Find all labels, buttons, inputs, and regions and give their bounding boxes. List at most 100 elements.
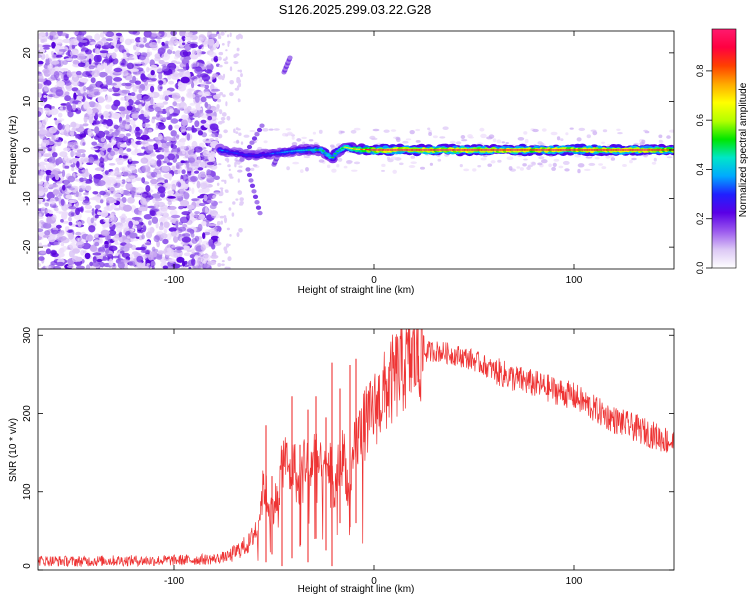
- noise-speckle: [72, 248, 80, 254]
- noise-speckle: [90, 77, 96, 84]
- ridge-cell: [497, 149, 500, 151]
- colorbar-gradient: [711, 28, 737, 269]
- noise-speckle: [128, 31, 138, 35]
- band-speckle: [353, 127, 361, 131]
- noise-speckle: [156, 211, 162, 215]
- band-speckle: [415, 128, 421, 132]
- x-tick-label: 100: [566, 576, 583, 587]
- ridge-cell: [362, 148, 366, 151]
- band-speckle: [301, 136, 307, 140]
- noise-speckle: [236, 232, 240, 238]
- noise-speckle: [240, 73, 243, 78]
- noise-speckle: [105, 249, 110, 254]
- noise-speckle: [166, 111, 171, 117]
- noise-speckle: [209, 76, 213, 83]
- noise-speckle: [119, 237, 123, 243]
- noise-speckle: [122, 135, 129, 143]
- ridge-cell: [427, 149, 431, 151]
- noise-speckle: [183, 192, 190, 200]
- noise-speckle: [65, 123, 70, 132]
- noise-speckle: [207, 38, 215, 46]
- noise-speckle: [235, 198, 239, 201]
- noise-speckle: [218, 64, 223, 68]
- noise-speckle: [206, 103, 212, 110]
- band-speckle: [262, 128, 269, 132]
- band-speckle: [346, 160, 353, 165]
- spectrogram-y-label: Frequency (Hz): [8, 116, 19, 185]
- noise-speckle: [72, 59, 80, 65]
- noise-speckle: [112, 112, 121, 120]
- noise-speckle: [72, 81, 80, 87]
- noise-speckle: [163, 136, 173, 141]
- noise-speckle: [43, 47, 50, 50]
- noise-speckle: [149, 226, 155, 234]
- noise-speckle: [191, 258, 196, 266]
- ridge-cell: [317, 149, 320, 151]
- noise-speckle: [41, 206, 46, 213]
- noise-speckle: [158, 59, 165, 65]
- noise-speckle: [91, 261, 101, 267]
- noise-speckle: [144, 103, 149, 111]
- noise-speckle: [151, 116, 157, 120]
- band-speckle: [610, 157, 616, 161]
- noise-speckle: [97, 65, 104, 72]
- band-speckle: [340, 130, 345, 134]
- noise-speckle: [195, 95, 200, 103]
- noise-speckle: [217, 262, 222, 267]
- noise-speckle: [103, 194, 109, 199]
- noise-speckle: [179, 188, 184, 196]
- ridge-cell: [336, 150, 339, 153]
- ridge-cell: [636, 149, 639, 151]
- noise-speckle: [57, 156, 63, 165]
- noise-speckle: [88, 156, 95, 164]
- noise-speckle: [180, 125, 187, 133]
- noise-speckle: [166, 265, 174, 269]
- noise-speckle: [200, 96, 207, 103]
- noise-speckle: [205, 109, 213, 114]
- noise-speckle: [94, 233, 99, 238]
- noise-speckle: [227, 117, 230, 121]
- noise-speckle: [188, 266, 192, 269]
- ridge-cell: [655, 149, 659, 151]
- ridge-cell: [588, 149, 591, 151]
- noise-speckle: [140, 73, 146, 81]
- noise-speckle: [60, 68, 69, 71]
- noise-speckle: [114, 180, 123, 183]
- band-speckle: [305, 167, 309, 172]
- noise-speckle: [76, 173, 82, 177]
- noise-speckle: [196, 49, 202, 56]
- noise-speckle: [202, 232, 206, 240]
- noise-speckle: [62, 38, 72, 44]
- ridge-cell: [492, 149, 495, 151]
- noise-speckle: [110, 137, 116, 144]
- noise-speckle: [69, 242, 77, 250]
- ridge-cell: [341, 147, 344, 149]
- ridge-cell: [285, 151, 289, 153]
- noise-speckle: [72, 255, 80, 263]
- band-speckle: [463, 168, 470, 172]
- noise-speckle: [139, 44, 145, 48]
- band-speckle: [490, 160, 496, 164]
- ridge-cell: [648, 149, 651, 151]
- band-speckle: [353, 161, 361, 165]
- noise-speckle: [221, 43, 225, 46]
- band-speckle: [449, 140, 456, 144]
- noise-speckle: [141, 266, 149, 269]
- noise-speckle: [211, 58, 214, 62]
- noise-speckle: [133, 44, 137, 51]
- noise-speckle: [204, 69, 213, 74]
- noise-speckle: [77, 207, 84, 212]
- noise-speckle: [77, 93, 85, 97]
- noise-speckle: [229, 234, 232, 237]
- band-speckle: [588, 162, 596, 166]
- ridge-cell: [218, 149, 222, 151]
- noise-speckle: [165, 182, 169, 186]
- ridge-cell: [542, 149, 546, 151]
- band-speckle: [300, 169, 304, 174]
- noise-speckle: [150, 77, 157, 81]
- noise-speckle: [38, 72, 43, 76]
- noise-speckle: [103, 218, 113, 223]
- noise-speckle: [137, 103, 143, 110]
- noise-speckle: [52, 168, 61, 174]
- noise-speckle: [208, 239, 213, 247]
